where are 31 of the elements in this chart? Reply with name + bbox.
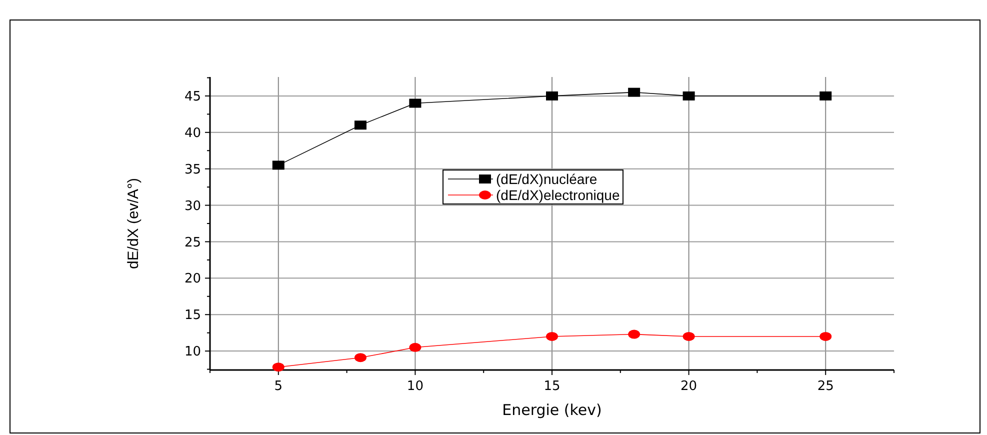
y-tick-label: 25	[184, 235, 201, 250]
x-tick-label: 25	[817, 379, 834, 394]
point	[682, 332, 695, 341]
y-tick-label: 15	[184, 308, 201, 324]
point	[272, 362, 284, 372]
x-tick-label: 15	[544, 379, 560, 394]
point	[409, 98, 422, 108]
x-tick-label: 10	[406, 379, 424, 394]
y-tick-label: 10	[184, 344, 201, 360]
y-tick-label: 35	[184, 162, 201, 178]
point	[354, 120, 366, 130]
y-tick-label: 45	[184, 90, 201, 104]
y-axis-title: dE/dX (ev/A°)	[125, 178, 142, 270]
point	[820, 332, 832, 341]
legend-label: (dE/dX)nucléare	[496, 170, 598, 187]
y-tick-label: 30	[184, 198, 201, 214]
legend-label: (dE/dX)electronique	[496, 186, 620, 203]
point	[409, 342, 422, 352]
x-axis-title: Energie (kev)	[502, 401, 602, 419]
y-tick-label: 40	[184, 126, 201, 141]
point	[354, 353, 366, 362]
point	[682, 91, 695, 100]
y-tick-label: 20	[184, 272, 201, 287]
x-tick-label: 5	[274, 379, 283, 394]
point	[628, 330, 640, 339]
point	[546, 91, 558, 100]
point	[820, 91, 832, 100]
point	[272, 160, 284, 170]
x-tick-label: 20	[680, 379, 698, 394]
point	[546, 332, 558, 341]
point	[628, 88, 640, 97]
